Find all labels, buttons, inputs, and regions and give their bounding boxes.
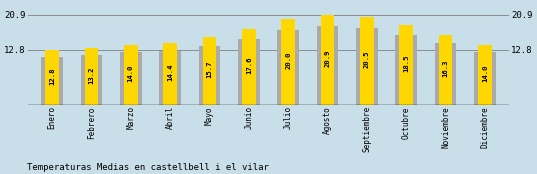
Text: 14.0: 14.0	[128, 65, 134, 82]
Text: 15.7: 15.7	[206, 61, 213, 78]
Text: 12.8: 12.8	[49, 68, 55, 85]
Bar	[395, 35, 417, 105]
Bar	[356, 28, 378, 105]
Bar	[321, 15, 335, 105]
Bar	[199, 46, 220, 105]
Text: 20.5: 20.5	[364, 50, 370, 68]
Bar	[281, 19, 295, 105]
Bar	[81, 55, 102, 105]
Text: 20.9: 20.9	[324, 49, 331, 67]
Bar	[159, 51, 181, 105]
Text: 18.5: 18.5	[403, 55, 409, 72]
Bar	[400, 25, 413, 105]
Bar	[277, 30, 299, 105]
Text: 20.0: 20.0	[285, 51, 291, 69]
Bar	[45, 50, 59, 105]
Bar	[435, 44, 456, 105]
Text: Temperaturas Medias en castellbell i el vilar: Temperaturas Medias en castellbell i el …	[27, 163, 268, 172]
Text: 13.2: 13.2	[89, 66, 95, 84]
Bar	[478, 45, 492, 105]
Bar	[474, 52, 496, 105]
Bar	[120, 52, 142, 105]
Text: 14.4: 14.4	[167, 64, 173, 81]
Bar	[163, 43, 177, 105]
Bar	[84, 48, 98, 105]
Bar	[202, 37, 216, 105]
Bar	[317, 26, 338, 105]
Text: 16.3: 16.3	[442, 60, 448, 77]
Bar	[439, 35, 453, 105]
Bar	[238, 39, 260, 105]
Text: 17.6: 17.6	[246, 57, 252, 74]
Bar	[360, 17, 374, 105]
Bar	[124, 45, 137, 105]
Bar	[41, 57, 63, 105]
Bar	[242, 29, 256, 105]
Text: 14.0: 14.0	[482, 65, 488, 82]
